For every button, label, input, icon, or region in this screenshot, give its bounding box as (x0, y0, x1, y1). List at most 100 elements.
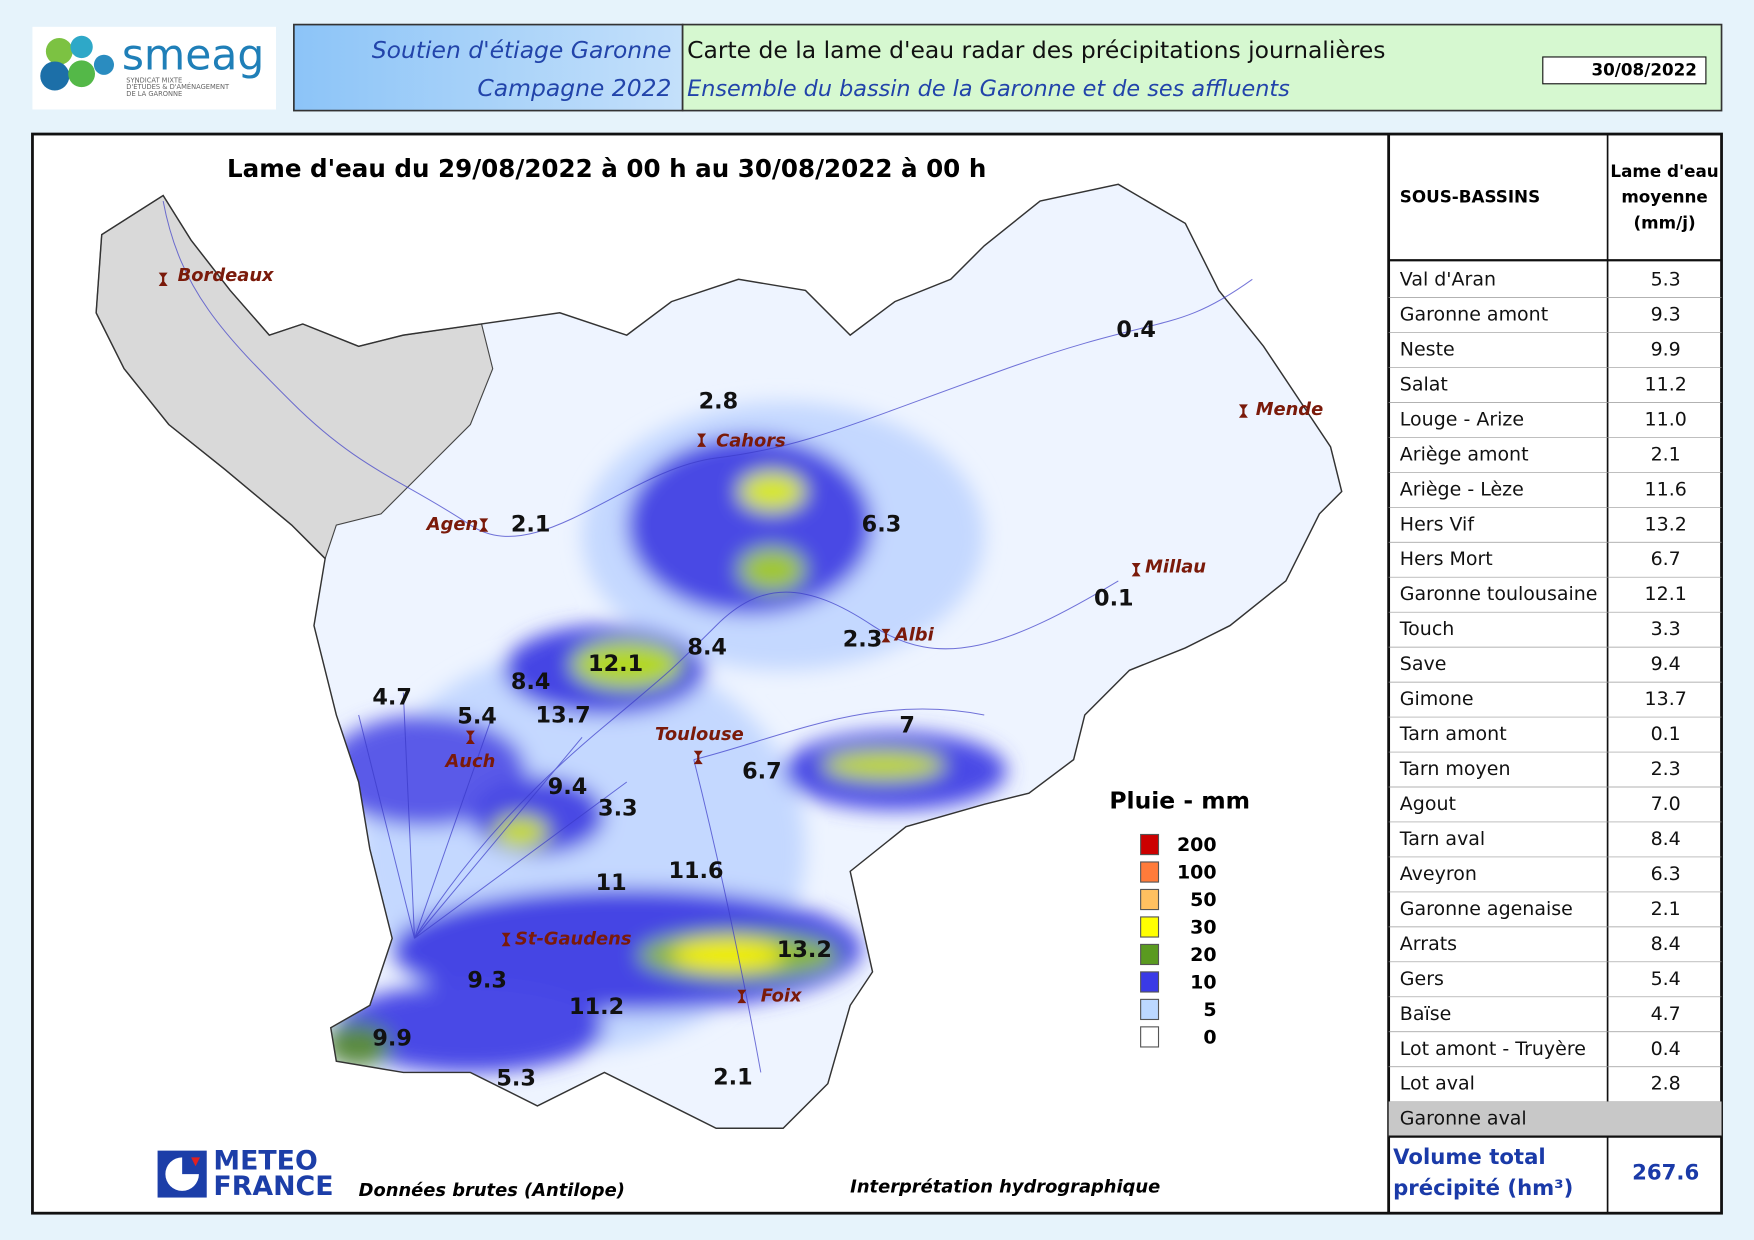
subbasin-value: 13.7 (1645, 688, 1687, 710)
meteo-text: FRANCE (213, 1171, 333, 1202)
total-label: précipité (hm³) (1393, 1176, 1573, 1201)
subbasin-value: 9.3 (1651, 303, 1681, 325)
subbasin-value: 11.6 (1645, 478, 1687, 500)
subbasin-name: Tarn amont (1399, 723, 1507, 745)
city-marker (1131, 563, 1141, 577)
legend-label: 10 (1190, 972, 1216, 994)
basin-value: 7 (899, 713, 915, 739)
table-header: (mm/j) (1634, 212, 1696, 232)
basin-value: 6.7 (742, 758, 782, 784)
total-value: 267.6 (1632, 1161, 1699, 1186)
subbasin-value: 7.0 (1651, 793, 1681, 815)
header-subtitle: Ensemble du bassin de la Garonne et de s… (687, 76, 1290, 102)
city-marker (881, 628, 891, 643)
subbasin-value: 3.3 (1651, 618, 1681, 640)
table-header: SOUS-BASSINS (1400, 187, 1540, 207)
header-left-text: Soutien d'étiage Garonne (372, 36, 672, 64)
subbasin-name: Garonne aval (1400, 1108, 1527, 1130)
subbasin-name: Neste (1400, 338, 1455, 360)
city-label: St-Gaudens (515, 928, 631, 949)
subbasin-value: 8.4 (1651, 828, 1681, 850)
legend-label: 200 (1177, 834, 1217, 856)
subbasin-value: 11.2 (1645, 373, 1687, 395)
basin-value: 13.7 (536, 703, 591, 729)
date-box (1542, 56, 1707, 85)
subbasin-value: 0.4 (1651, 1038, 1681, 1060)
legend-swatch (1140, 998, 1160, 1021)
legend-label: 100 (1177, 862, 1217, 884)
basin-value: 2.1 (511, 512, 551, 538)
subbasin-name: Gimone (1400, 688, 1474, 710)
subbasin-name: Garonne toulousaine (1400, 583, 1598, 605)
subbasin-name: Garonne amont (1400, 303, 1548, 325)
basin-value: 9.4 (548, 774, 588, 800)
city-label: Mende (1256, 399, 1323, 420)
subbasin-value: 2.3 (1651, 758, 1681, 780)
subbasin-name: Touch (1399, 618, 1455, 640)
basin-value: 4.7 (372, 685, 412, 711)
meteo-text: METEO (213, 1145, 317, 1176)
subbasin-name: Aveyron (1400, 863, 1477, 885)
subbasin-value: 13.2 (1645, 513, 1687, 535)
basin-value: 2.3 (843, 627, 883, 653)
subbasin-value: 4.7 (1651, 1003, 1681, 1025)
city-marker (737, 989, 747, 1004)
city-label: Agen (425, 514, 478, 535)
basin-value: 9.9 (372, 1025, 412, 1051)
city-label: Cahors (716, 430, 786, 451)
subbasin-value: 2.1 (1651, 443, 1681, 465)
logo-sub: D'ÉTUDES & D'AMÉNAGEMENT (126, 82, 230, 91)
basin-value: 8.4 (511, 669, 551, 695)
city-label: Auch (443, 751, 495, 772)
map (95, 183, 1343, 1130)
subbasin-name: Agout (1400, 793, 1456, 815)
subbasin-name: Lot aval (1400, 1073, 1475, 1095)
city-label: Millau (1145, 556, 1206, 577)
header-title: Carte de la lame d'eau radar des précipi… (687, 36, 1385, 64)
basin-value: 2.8 (699, 389, 739, 415)
header-left (293, 23, 684, 112)
subbasin-value: 9.4 (1651, 653, 1681, 675)
logo-sub: SYNDICAT MIXTE (126, 76, 182, 84)
basin-value: 11 (596, 870, 627, 896)
subbasin-name: Garonne agenaise (1400, 898, 1573, 920)
subbasin-name: Salat (1400, 373, 1448, 395)
basin-value: 5.4 (457, 704, 497, 730)
logo-sub: DE LA GARONNE (126, 90, 182, 98)
basin-value: 5.3 (496, 1066, 536, 1092)
legend-swatch (1140, 833, 1160, 856)
subbasin-value: 6.7 (1651, 548, 1681, 570)
subbasin-name: Val d'Aran (1400, 269, 1496, 291)
subbasin-value: 0.1 (1651, 723, 1681, 745)
table-row-bg (1388, 1101, 1722, 1137)
subbasin-name: Louge - Arize (1400, 408, 1524, 430)
subbasin-name: Hers Vif (1400, 513, 1476, 535)
subbasin-name: Tarn aval (1399, 828, 1485, 850)
basin-value: 2.1 (713, 1065, 753, 1091)
legend-swatch (1140, 916, 1160, 938)
subbasin-value: 2.8 (1651, 1073, 1681, 1095)
subbasin-value: 11.0 (1645, 408, 1687, 430)
subbasin-value: 5.3 (1651, 269, 1681, 291)
meteo-logo (157, 1150, 207, 1198)
city-label: Bordeaux (178, 265, 274, 286)
legend-swatch (1140, 943, 1160, 966)
subbasin-value: 2.1 (1651, 898, 1681, 920)
subbasin-name: Baïse (1400, 1003, 1452, 1025)
subbasin-value: 6.3 (1651, 863, 1681, 885)
legend-swatch (1140, 888, 1160, 911)
city-marker (693, 750, 703, 765)
basin-value: 6.3 (862, 512, 902, 538)
basin-value: 0.1 (1094, 585, 1134, 611)
city-marker (1238, 404, 1248, 418)
subbasin-name: Hers Mort (1400, 548, 1493, 570)
table-header: moyenne (1621, 187, 1707, 207)
city-marker (465, 730, 475, 744)
city-label: Toulouse (655, 724, 744, 745)
legend-label: 30 (1190, 917, 1216, 939)
legend-swatch (1140, 1026, 1160, 1048)
legend-swatch (1140, 861, 1160, 883)
subbasin-name: Arrats (1400, 933, 1457, 955)
city-marker (158, 272, 168, 286)
